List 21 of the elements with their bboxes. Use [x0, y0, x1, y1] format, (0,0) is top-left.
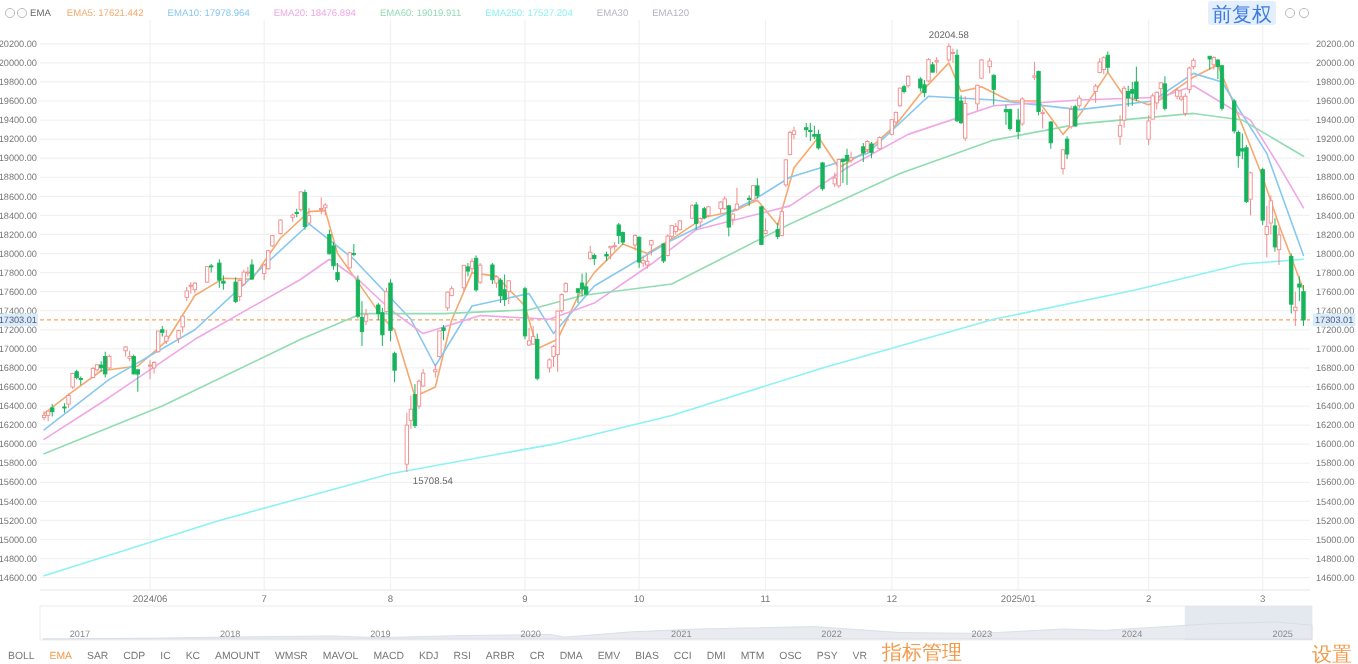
candlestick	[522, 286, 528, 340]
candlestick	[946, 42, 952, 63]
candlestick	[991, 74, 996, 106]
text: 指标管理	[879, 641, 962, 664]
candlestick	[363, 308, 369, 326]
candlestick	[954, 49, 960, 122]
candlestick	[877, 136, 882, 150]
candlestick	[844, 148, 850, 186]
candlestick	[840, 158, 846, 184]
candlestick	[412, 383, 418, 429]
text: 设置	[1312, 643, 1352, 664]
candlestick	[1276, 227, 1282, 266]
candlestick	[1077, 94, 1082, 110]
candlestick	[848, 151, 854, 164]
candlestick	[151, 362, 157, 375]
candlestick	[147, 359, 153, 380]
candlestick	[1293, 291, 1298, 327]
candlestick	[734, 187, 740, 211]
annotation: 前复权	[1212, 2, 1272, 27]
candlestick	[905, 75, 911, 89]
candlestick	[502, 274, 507, 307]
